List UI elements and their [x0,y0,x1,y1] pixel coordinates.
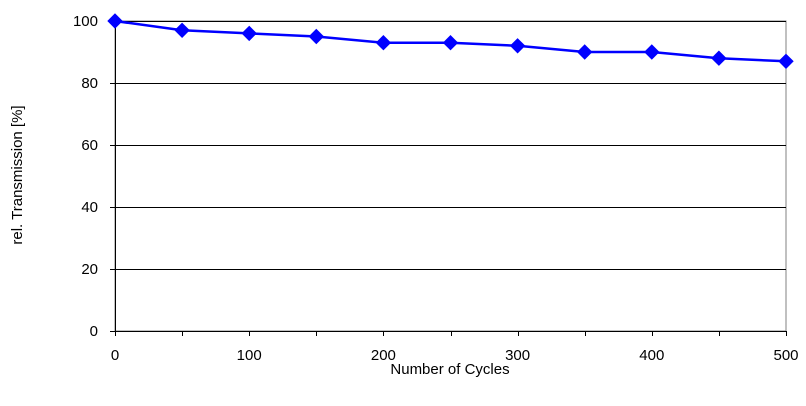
plot-area [114,20,787,332]
data-point-350 [576,44,593,60]
data-point-400 [644,44,660,60]
plot-border [114,20,787,332]
data-point-50 [174,22,190,39]
x-tick-label-500: 500 [773,347,798,364]
series-group [107,13,794,70]
y-tick-label-60: 60 [81,137,98,154]
x-tick-label-200: 200 [371,347,396,364]
x-tick-label-400: 400 [639,347,664,364]
x-axis-title: Number of Cycles [390,361,509,378]
data-point-300 [509,38,526,54]
data-point-500 [778,53,794,70]
x-tick-label-100: 100 [237,347,262,364]
gridlines [115,21,786,270]
data-point-450 [711,50,727,66]
data-point-150 [308,28,325,45]
data-point-0 [107,13,123,29]
x-tick-label-300: 300 [505,347,530,364]
y-tick-label-80: 80 [81,75,98,92]
y-axis-title: rel. Transmission [%] [9,105,26,244]
data-point-200 [375,34,392,51]
y-tick-labels: 0 20 40 60 80 100 [73,13,98,340]
y-tick-label-40: 40 [81,199,98,216]
y-tick-label-20: 20 [81,261,98,278]
data-point-250 [442,34,459,51]
x-tick-labels: 0 100 200 300 400 500 [111,347,799,364]
y-tick-label-100: 100 [73,13,98,30]
x-tick-label-0: 0 [111,347,119,364]
data-point-100 [241,25,257,42]
y-tick-label-0: 0 [90,323,98,340]
